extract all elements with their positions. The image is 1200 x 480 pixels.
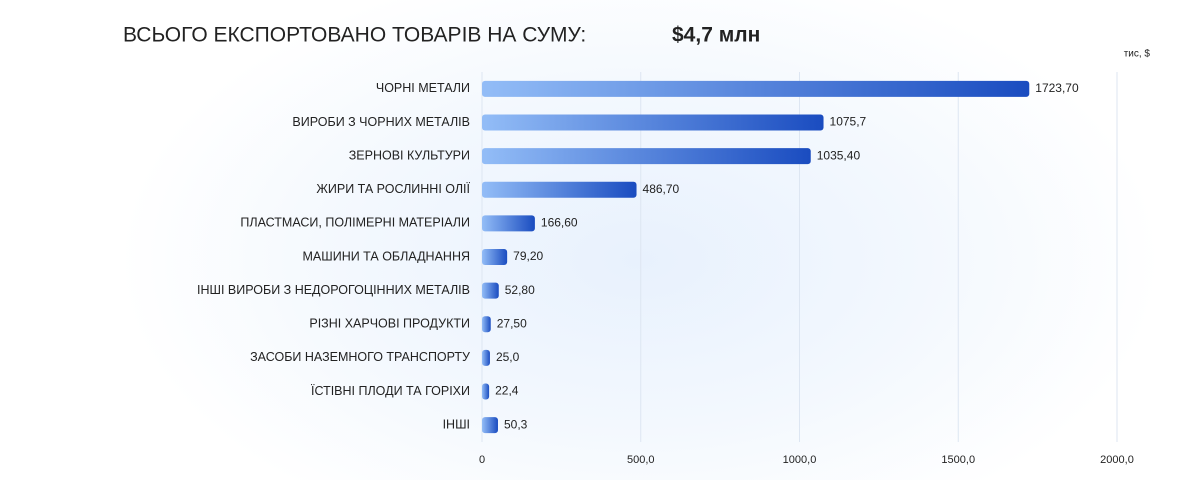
value-label: 1723,70 <box>1035 81 1079 95</box>
x-tick-label: 0 <box>479 454 485 466</box>
chart-title: ВСЬОГО ЕКСПОРТОВАНО ТОВАРІВ НА СУМУ: <box>123 24 586 47</box>
bar <box>482 316 491 333</box>
category-label: ЖИРИ ТА РОСЛИННІ ОЛІЇ <box>316 182 470 196</box>
x-tick-label: 2000,0 <box>1100 454 1134 466</box>
category-label: ІНШІ <box>443 417 470 431</box>
value-label: 486,70 <box>643 182 680 196</box>
category-label: ЗАСОБИ НАЗЕМНОГО ТРАНСПОРТУ <box>250 350 470 364</box>
category-label: РІЗНІ ХАРЧОВІ ПРОДУКТИ <box>309 317 470 331</box>
category-label: ВИРОБИ З ЧОРНИХ МЕТАЛІВ <box>292 115 470 129</box>
value-label: 25,0 <box>496 350 520 364</box>
total: $4,7 млн <box>672 24 760 47</box>
value-label: 1035,40 <box>817 148 861 162</box>
bar <box>482 249 508 265</box>
value-label: 1075,7 <box>830 115 867 129</box>
bar <box>482 383 490 400</box>
bar <box>482 215 535 232</box>
bar <box>482 181 637 198</box>
category-label: МАШИНИ ТА ОБЛАДНАННЯ <box>303 249 471 263</box>
value-label: 52,80 <box>505 283 535 297</box>
x-tick-label: 1000,0 <box>783 454 817 466</box>
value-label: 79,20 <box>513 249 543 263</box>
x-tick-label: 1500,0 <box>941 454 975 466</box>
unit: тис, $ <box>1124 49 1151 60</box>
bar <box>482 282 499 299</box>
bar <box>482 114 824 131</box>
value-label: 22,4 <box>495 384 519 398</box>
category-label: ЇСТІВНІ ПЛОДИ ТА ГОРІХИ <box>311 384 470 398</box>
value-label: 27,50 <box>497 316 527 330</box>
bar <box>482 417 498 434</box>
x-tick-label: 500,0 <box>627 454 655 466</box>
bar <box>482 80 1030 97</box>
category-label: ЗЕРНОВІ КУЛЬТУРИ <box>349 148 470 162</box>
value-label: 50,3 <box>504 417 528 431</box>
bar <box>482 148 811 165</box>
category-label: ЧОРНІ МЕТАЛИ <box>376 81 470 95</box>
category-label: ПЛАСТМАСИ, ПОЛІМЕРНІ МАТЕРІАЛИ <box>240 216 470 230</box>
bar <box>482 349 490 366</box>
category-label: ІНШІ ВИРОБИ З НЕДОРОГОЦІННИХ МЕТАЛІВ <box>197 283 470 297</box>
value-label: 166,60 <box>541 216 578 230</box>
